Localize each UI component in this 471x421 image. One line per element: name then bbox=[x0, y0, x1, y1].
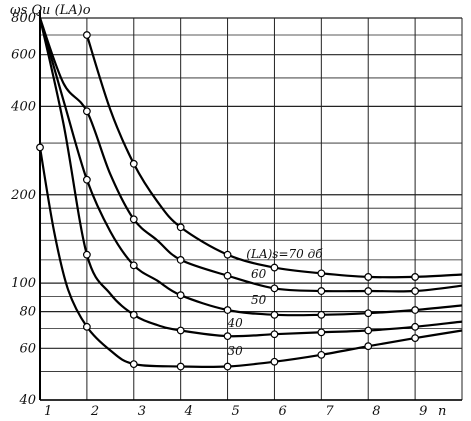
data-point bbox=[82, 250, 91, 259]
data-point bbox=[317, 350, 326, 359]
series-label: 40 bbox=[227, 316, 244, 330]
data-point bbox=[176, 291, 185, 300]
data-point bbox=[411, 273, 420, 281]
y-tick-label: 600 bbox=[11, 48, 36, 63]
data-point bbox=[270, 330, 279, 339]
data-point bbox=[270, 284, 279, 293]
y-tick-label: 100 bbox=[11, 276, 36, 291]
data-point bbox=[411, 287, 420, 295]
data-point bbox=[129, 159, 138, 168]
data-point bbox=[223, 362, 232, 371]
data-point bbox=[176, 223, 185, 232]
y-tick-label: 400 bbox=[10, 99, 36, 114]
y-tick-label: 60 bbox=[19, 341, 36, 356]
y-tick-label: 800 bbox=[11, 11, 36, 26]
data-point bbox=[82, 322, 91, 331]
x-tick-label: 2 bbox=[90, 404, 99, 419]
x-tick-label: 5 bbox=[232, 404, 240, 419]
series-label: 50 bbox=[251, 293, 267, 307]
data-point bbox=[270, 357, 279, 366]
y-axis-title: ωs Qu (LA)o bbox=[10, 3, 91, 18]
data-point bbox=[176, 256, 185, 264]
labels: 40 60 80 100 200 400 600 800 1 2 3 4 5 6 7 8 9 ωs Qu (LA)… bbox=[10, 3, 446, 419]
data-point bbox=[270, 263, 279, 272]
markers bbox=[36, 31, 420, 371]
data-point bbox=[223, 250, 232, 259]
x-tick-label: 3 bbox=[138, 404, 146, 419]
data-point bbox=[411, 306, 420, 314]
data-point bbox=[411, 334, 420, 342]
data-point bbox=[364, 326, 373, 335]
data-point bbox=[270, 310, 279, 319]
data-point bbox=[364, 309, 373, 318]
data-point bbox=[82, 107, 91, 116]
y-tick-label: 40 bbox=[18, 393, 36, 408]
data-point bbox=[411, 322, 420, 331]
series-label: (LA)s=70 дб bbox=[246, 247, 323, 261]
data-point bbox=[176, 326, 185, 335]
data-point bbox=[129, 215, 138, 224]
data-point bbox=[82, 175, 91, 184]
data-point bbox=[364, 273, 373, 281]
data-point bbox=[317, 310, 326, 319]
x-axis-title: n bbox=[438, 404, 446, 419]
data-point bbox=[364, 342, 373, 351]
data-point bbox=[317, 287, 326, 295]
x-tick-label: 9 bbox=[419, 404, 427, 419]
data-point bbox=[364, 287, 373, 295]
x-tick-label: 7 bbox=[325, 404, 334, 419]
series-label: 30 bbox=[228, 344, 244, 358]
data-point bbox=[82, 31, 91, 39]
y-tick-label: 200 bbox=[10, 188, 36, 203]
data-point bbox=[317, 328, 326, 337]
x-tick-label: 8 bbox=[372, 404, 380, 419]
data-point bbox=[223, 306, 232, 314]
x-tick-label: 6 bbox=[278, 404, 286, 419]
series-line bbox=[38, 17, 463, 338]
curves bbox=[38, 17, 463, 369]
data-point bbox=[317, 269, 326, 278]
y-tick-label: 80 bbox=[19, 305, 36, 320]
data-point bbox=[129, 261, 138, 270]
data-point bbox=[129, 360, 138, 369]
x-tick-label: 1 bbox=[44, 404, 52, 419]
x-tick-label: 4 bbox=[184, 404, 193, 419]
data-point bbox=[176, 362, 185, 371]
data-point bbox=[129, 310, 138, 319]
data-point bbox=[223, 332, 232, 341]
data-point bbox=[223, 271, 232, 280]
series-label: 60 bbox=[251, 267, 267, 281]
data-point bbox=[36, 143, 44, 152]
